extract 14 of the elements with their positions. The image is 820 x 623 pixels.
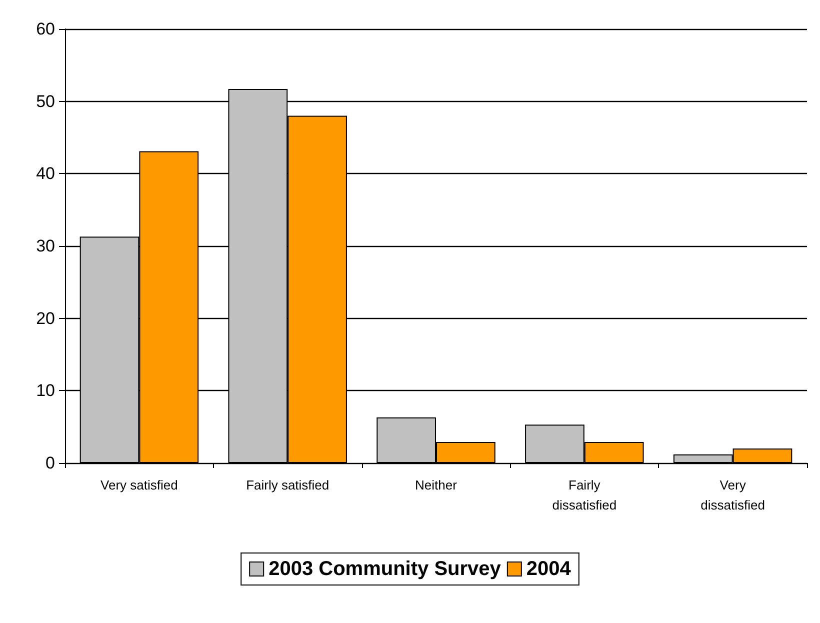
x-tick-label: Fairly satisfied [246,478,330,492]
y-tick-label: 50 [36,92,55,111]
y-tick-label: 20 [36,308,55,328]
y-tick-label: 10 [36,381,55,400]
y-tick-label: 30 [36,236,55,256]
y-tick-label: 0 [46,454,55,472]
y-tick-label: 40 [36,164,55,184]
legend-label: 2004 [526,558,572,580]
x-tick-label: Very dissatisfied [700,478,765,512]
y-tick-label: 60 [36,20,55,38]
x-tick-label: Neither [415,478,458,492]
x-tick-label: Very satisfied [100,478,178,492]
x-tick-label: Fairly dissatisfied [552,478,617,512]
legend-label: 2003 Community Survey [268,558,502,580]
